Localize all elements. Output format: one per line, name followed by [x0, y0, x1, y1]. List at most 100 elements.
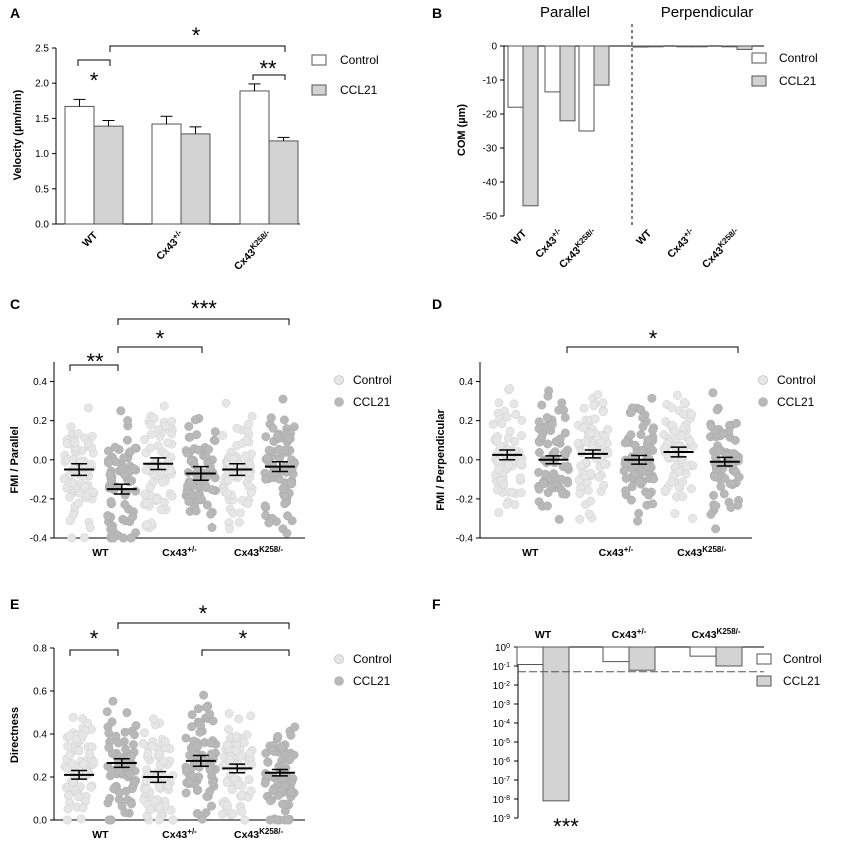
d-point-control — [598, 407, 608, 417]
d-point-ccl21 — [726, 503, 736, 512]
d-sig: * — [649, 326, 658, 351]
c-point-ccl21 — [201, 452, 211, 462]
d-point-control — [503, 460, 513, 470]
c-point-control — [240, 451, 250, 461]
e-point-ccl21 — [286, 730, 296, 740]
d-point-control — [660, 486, 670, 496]
e-ytick-label: 0.0 — [33, 816, 47, 827]
e-xtick-label: Cx43+/- — [162, 827, 197, 842]
f-ytick-label: 10-6 — [493, 757, 510, 769]
e-point-control — [65, 731, 75, 741]
c-point-control — [86, 459, 96, 469]
c-point-control — [65, 516, 75, 526]
d-point-ccl21 — [725, 479, 735, 489]
c-ylabel: FMI / Parallel — [9, 426, 21, 493]
c-point-control — [142, 520, 152, 530]
c-point-ccl21 — [210, 427, 220, 437]
e-point-control — [240, 815, 250, 825]
d-point-ccl21 — [649, 474, 659, 484]
e-point-control — [154, 782, 164, 792]
c-point-control — [152, 494, 162, 504]
d-point-control — [672, 390, 682, 400]
d-point-ccl21 — [555, 434, 565, 444]
c-sig-wt: ** — [86, 349, 104, 374]
d-point-ccl21 — [559, 448, 569, 458]
e-point-ccl21 — [197, 814, 207, 824]
c-point-ccl21 — [283, 434, 293, 444]
b-legend-swatch-ccl21 — [751, 75, 767, 87]
e-point-ccl21 — [193, 704, 203, 714]
e-point-control — [224, 725, 234, 735]
c-xtick-label: Cx43K258/- — [234, 545, 283, 560]
c-point-ccl21 — [116, 406, 126, 416]
e-point-control — [237, 790, 246, 800]
d-point-control — [687, 410, 697, 420]
e-point-ccl21 — [181, 788, 191, 798]
d-point-ccl21 — [562, 461, 572, 471]
d-legend-control: Control — [777, 373, 816, 387]
e-ylabel: Directness — [9, 707, 21, 763]
d-point-ccl21 — [626, 495, 636, 505]
a-bracket-wt — [77, 59, 111, 66]
d-point-ccl21 — [558, 489, 568, 499]
d-point-control — [575, 514, 585, 524]
e-point-control — [76, 814, 86, 824]
d-point-ccl21 — [621, 486, 631, 496]
d-point-control — [517, 415, 527, 425]
f-sig-wt: *** — [553, 814, 579, 839]
c-point-ccl21 — [125, 447, 135, 457]
panel-letter-b: B — [432, 5, 442, 21]
c-point-control — [245, 460, 255, 469]
b-bar-ccl21 — [736, 45, 753, 50]
d-point-control — [492, 457, 502, 467]
c-point-ccl21 — [210, 436, 220, 446]
d-point-ccl21 — [711, 501, 721, 511]
a-legend-swatch-control — [311, 54, 327, 66]
e-legend-swatch-ccl21 — [334, 676, 344, 686]
e-point-ccl21 — [126, 752, 136, 761]
c-point-ccl21 — [278, 394, 288, 404]
c-point-control — [83, 403, 93, 413]
e-point-control — [231, 746, 241, 756]
e-point-ccl21 — [207, 749, 216, 759]
d-point-control — [659, 430, 669, 440]
c-point-control — [158, 477, 168, 487]
c-point-ccl21 — [264, 518, 274, 528]
d-ylabel: FMI / Perpendicular — [435, 409, 447, 511]
d-point-ccl21 — [731, 418, 741, 428]
e-point-ccl21 — [278, 799, 287, 809]
panel-letter-a: A — [10, 5, 20, 21]
e-point-control — [149, 714, 158, 724]
c-point-ccl21 — [270, 468, 280, 478]
b-ytick-label: 0 — [491, 42, 497, 53]
e-point-control — [78, 803, 88, 813]
c-point-ccl21 — [262, 453, 272, 463]
b-bar-ccl21 — [522, 45, 539, 207]
e-point-ccl21 — [108, 696, 118, 706]
e-point-ccl21 — [207, 801, 216, 811]
d-point-ccl21 — [550, 447, 560, 457]
a-sig-wt: * — [90, 68, 99, 93]
d-point-ccl21 — [730, 435, 740, 445]
c-point-ccl21 — [182, 448, 192, 458]
f-bar-control — [602, 646, 630, 663]
d-point-control — [682, 461, 692, 471]
c-point-control — [235, 508, 245, 518]
d-point-ccl21 — [635, 477, 644, 487]
e-point-ccl21 — [125, 769, 135, 779]
e-point-ccl21 — [187, 710, 197, 720]
f-ytick-label: 10-9 — [493, 814, 510, 826]
d-point-ccl21 — [636, 430, 646, 439]
e-bracket-wt — [69, 649, 119, 656]
d-point-control — [511, 410, 521, 419]
c-point-control — [153, 441, 163, 451]
e-point-ccl21 — [102, 707, 112, 717]
d-point-control — [576, 461, 586, 471]
e-ytick-label: 0.8 — [33, 644, 47, 655]
d-point-control — [594, 472, 604, 482]
c-xtick-label: Cx43+/- — [162, 545, 197, 560]
panel-letter-e: E — [10, 596, 19, 612]
c-point-ccl21 — [194, 445, 204, 455]
d-point-control — [577, 448, 586, 457]
d-point-control — [593, 390, 603, 400]
